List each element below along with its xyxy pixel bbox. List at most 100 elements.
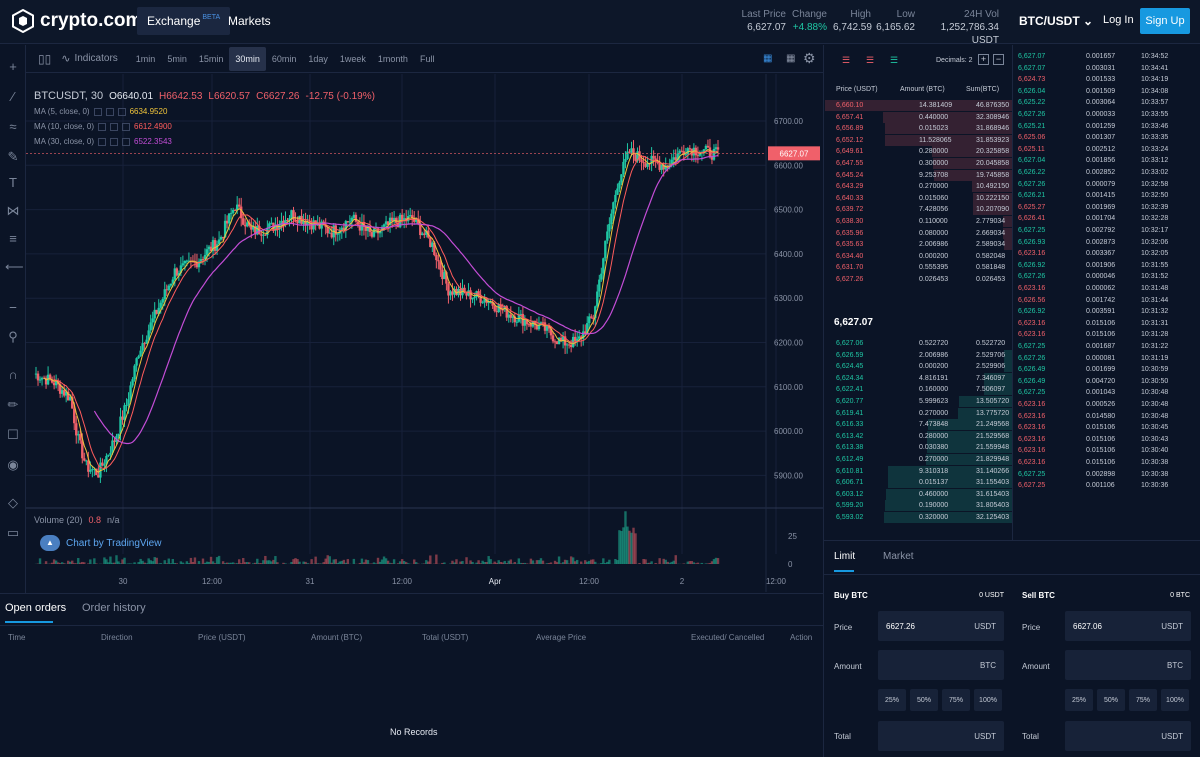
- decimals-minus-button[interactable]: −: [993, 54, 1004, 65]
- nav-exchange[interactable]: Exchange BETA: [137, 7, 231, 35]
- buy-50-button[interactable]: 50%: [910, 689, 938, 711]
- signup-button[interactable]: Sign Up: [1140, 8, 1190, 34]
- asks-row[interactable]: 6,649.61 0.280000 20.325858: [824, 146, 1012, 158]
- fullscreen-chart-icon[interactable]: ▦: [763, 53, 773, 64]
- bids-row[interactable]: 6,599.20 0.190000 31.805403: [824, 500, 1012, 512]
- decimals-plus-button[interactable]: +: [978, 54, 989, 65]
- settings-gear-icon[interactable]: ⚙: [803, 50, 816, 66]
- eye-icon[interactable]: ◉: [7, 457, 19, 472]
- asks-row[interactable]: 6,635.63 2.006986 2.589034: [824, 239, 1012, 251]
- tab-open-orders[interactable]: Open orders: [5, 602, 67, 614]
- sell-price-input[interactable]: 6627.06 USDT: [1065, 611, 1191, 641]
- layers-icon[interactable]: ◇: [8, 495, 18, 510]
- crosshair-icon[interactable]: +: [9, 59, 17, 74]
- sell-75-button[interactable]: 75%: [1129, 689, 1157, 711]
- asks-row[interactable]: 6,627.26 0.026453 0.026453: [824, 274, 1012, 285]
- asks-row[interactable]: 6,639.72 7.428056 10.207090: [824, 204, 1012, 216]
- tradingview-badge[interactable]: ▲ Chart by TradingView: [40, 535, 161, 551]
- bids-row[interactable]: 6,622.41 0.160000 7.506097: [824, 384, 1012, 396]
- sell-50-button[interactable]: 50%: [1097, 689, 1125, 711]
- asks-row[interactable]: 6,635.96 0.080000 2.669034: [824, 227, 1012, 239]
- logo[interactable]: crypto.com: [12, 9, 142, 33]
- asks-row[interactable]: 6,656.89 0.015023 31.868946: [824, 123, 1012, 135]
- asks-row[interactable]: 6,638.30 0.110000 2.779034: [824, 216, 1012, 227]
- nav-markets[interactable]: Markets: [218, 7, 281, 35]
- asks-row[interactable]: 6,640.33 0.015060 10.222150: [824, 192, 1012, 204]
- login-link[interactable]: Log In: [1103, 14, 1134, 26]
- asks-row[interactable]: 6,631.70 0.555395 0.581848: [824, 262, 1012, 274]
- tab-order-history[interactable]: Order history: [82, 602, 146, 614]
- buy-amount-input[interactable]: BTC: [878, 650, 1004, 680]
- price-cell: 6,656.89: [836, 125, 864, 133]
- timeframe-full[interactable]: Full: [419, 53, 435, 64]
- buy-price-input[interactable]: 6627.26 USDT: [878, 611, 1004, 641]
- bids-row[interactable]: 6,616.33 7.473848 21.249568: [824, 419, 1012, 431]
- buy-75-button[interactable]: 75%: [942, 689, 970, 711]
- bids-row[interactable]: 6,606.71 0.015137 31.155403: [824, 477, 1012, 489]
- asks-row[interactable]: 6,660.10 14.381409 46.876350: [824, 100, 1012, 111]
- pattern-icon[interactable]: ⋈: [6, 203, 20, 218]
- buy-total-input[interactable]: USDT: [878, 721, 1004, 751]
- timeframe-1week[interactable]: 1week: [339, 53, 366, 64]
- bids-row[interactable]: 6,612.49 0.270000 21.829948: [824, 454, 1012, 465]
- trade-amount: 0.015106: [1086, 435, 1116, 443]
- candle-type-icon[interactable]: ▯▯: [38, 51, 52, 66]
- bids-row[interactable]: 6,620.77 5.999623 13.505720: [824, 396, 1012, 407]
- tab-limit[interactable]: Limit: [834, 551, 856, 562]
- timeframe-1month[interactable]: 1month: [377, 53, 408, 64]
- asks-row[interactable]: 6,652.12 11.528065 31.853923: [824, 134, 1012, 146]
- screenshot-icon[interactable]: ▦: [786, 53, 796, 64]
- bids-row[interactable]: 6,624.34 4.816191 7.346097: [824, 372, 1012, 384]
- price-chart[interactable]: 6627.07 6700.00 6600.00 6500.00 6400.00 6300.…: [26, 74, 823, 592]
- timeframe-15min[interactable]: 15min: [198, 53, 224, 64]
- timeframe-1day[interactable]: 1day: [308, 53, 328, 64]
- brush-icon[interactable]: ✎: [7, 149, 19, 164]
- buy-100-button[interactable]: 100%: [974, 689, 1002, 711]
- book-asks-icon[interactable]: ☰: [866, 55, 875, 65]
- bids-row[interactable]: 6,627.06 0.522720 0.522720: [824, 338, 1012, 349]
- bids-row[interactable]: 6,613.42 0.280000 21.529568: [824, 430, 1012, 442]
- bids-row[interactable]: 6,603.12 0.460000 31.615403: [824, 488, 1012, 500]
- pencil-lock-icon[interactable]: ✏: [7, 397, 19, 412]
- candle: [586, 316, 589, 335]
- bids-row[interactable]: 6,610.81 9.310318 31.140266: [824, 465, 1012, 477]
- trade-time: 10:30:40: [1141, 447, 1169, 455]
- indicators-button[interactable]: Indicators: [74, 53, 118, 64]
- asks-row[interactable]: 6,657.41 0.440000 32.308946: [824, 111, 1012, 123]
- buy-25-button[interactable]: 25%: [878, 689, 906, 711]
- book-both-icon[interactable]: ☰: [842, 55, 851, 65]
- bids-row[interactable]: 6,624.45 0.000200 2.529906: [824, 361, 1012, 373]
- bids-row[interactable]: 6,613.38 0.030380 21.559948: [824, 442, 1012, 454]
- timeframe-60min[interactable]: 60min: [271, 53, 297, 64]
- indicators-icon[interactable]: ∿: [61, 53, 71, 65]
- sell-amount-input[interactable]: BTC: [1065, 650, 1191, 680]
- ruler-icon[interactable]: ⎯: [9, 299, 17, 314]
- legend-symbol[interactable]: BTCUSDT, 30: [34, 90, 104, 102]
- magnet-icon[interactable]: ∩: [8, 367, 18, 382]
- sell-100-button[interactable]: 100%: [1161, 689, 1189, 711]
- volume-bar: [710, 561, 714, 564]
- sell-total-input[interactable]: USDT: [1065, 721, 1191, 751]
- prediction-icon[interactable]: ≡: [9, 231, 17, 246]
- lock-icon[interactable]: ☐: [7, 427, 19, 442]
- asks-row[interactable]: 6,643.29 0.270000 10.492150: [824, 181, 1012, 193]
- fib-tool-icon[interactable]: ≈: [9, 119, 17, 134]
- book-bids-icon[interactable]: ☰: [890, 55, 899, 65]
- trash-icon[interactable]: ▭: [6, 525, 20, 540]
- asks-row[interactable]: 6,647.55 0.300000 20.045858: [824, 158, 1012, 169]
- pair-selector[interactable]: BTC/USDT ⌄: [1019, 14, 1093, 28]
- timeframe-1min[interactable]: 1min: [135, 53, 156, 64]
- asks-row[interactable]: 6,645.24 9.253708 19.745858: [824, 169, 1012, 181]
- asks-row[interactable]: 6,634.40 0.000200 0.582048: [824, 250, 1012, 262]
- trend-line-icon[interactable]: ∕: [11, 89, 15, 104]
- bids-row[interactable]: 6,593.02 0.320000 32.125403: [824, 512, 1012, 523]
- text-tool-icon[interactable]: T: [9, 175, 17, 190]
- bids-row[interactable]: 6,626.59 2.006986 2.529706: [824, 349, 1012, 361]
- timeframe-5min[interactable]: 5min: [167, 53, 187, 64]
- timeframe-30min[interactable]: 30min: [229, 46, 266, 71]
- sell-25-button[interactable]: 25%: [1065, 689, 1093, 711]
- zoom-icon[interactable]: ⚲: [8, 329, 18, 344]
- bids-row[interactable]: 6,619.41 0.270000 13.775720: [824, 407, 1012, 419]
- back-arrow-icon[interactable]: ⟵: [5, 259, 24, 274]
- tab-market[interactable]: Market: [883, 551, 914, 562]
